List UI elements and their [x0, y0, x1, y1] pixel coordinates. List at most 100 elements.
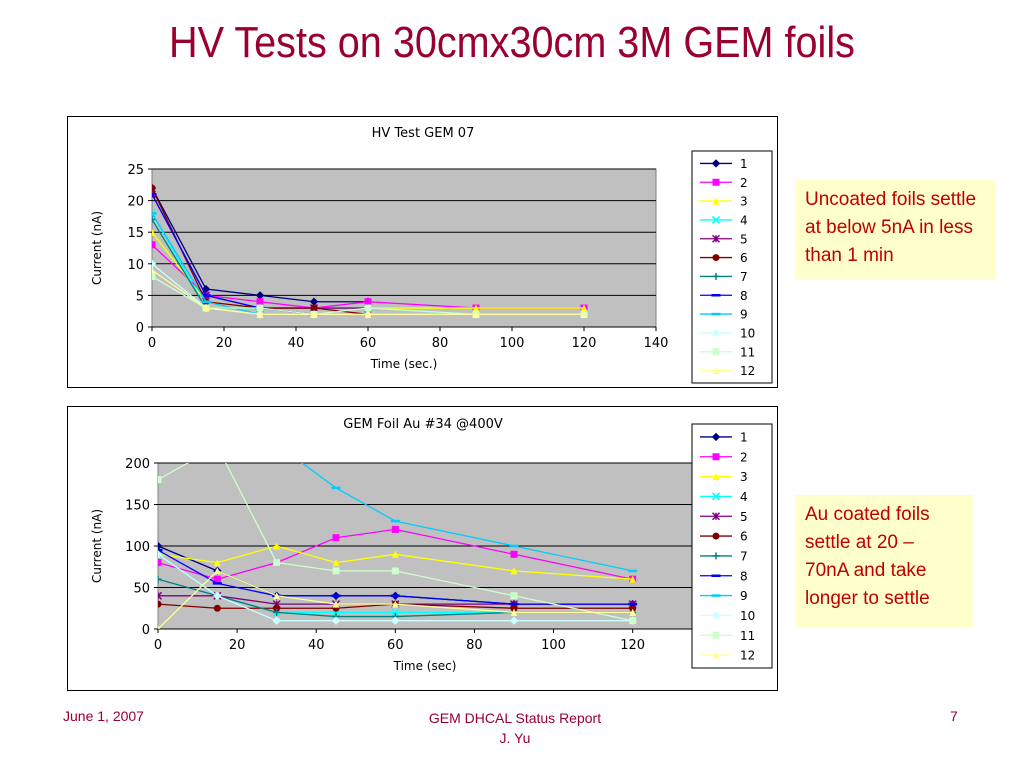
legend-marker [712, 651, 720, 659]
chart-gem-foil-au34: GEM Foil Au #34 @400V 0 50 100 150 200 0 20 40 60… [67, 406, 778, 691]
legend-label: 1 [740, 157, 748, 171]
footer-report-title: GEM DHCAL Status Report [428, 710, 602, 726]
data-point-3 [472, 304, 480, 312]
y-axis-label: Current (nA) [90, 211, 104, 285]
legend-item-12: 12 [700, 364, 755, 378]
chart-title: HV Test GEM 07 [372, 126, 475, 141]
legend-label: 7 [740, 549, 748, 563]
y-tick-label: 25 [127, 163, 144, 178]
legend-marker [711, 159, 721, 168]
plot-area [151, 168, 657, 328]
data-point-12 [152, 266, 156, 274]
legend-item-7: 7 [700, 270, 748, 284]
series-group [152, 183, 589, 319]
legend-marker [712, 272, 720, 280]
x-tick-label: 100 [500, 336, 525, 351]
footer-date: June 1, 2007 [63, 708, 144, 724]
x-tick-label: 40 [288, 336, 305, 351]
legend-item-9: 9 [700, 589, 748, 603]
legend-box [691, 423, 773, 669]
data-point-11 [391, 567, 399, 575]
x-tick-label: 0 [148, 336, 156, 351]
y-axis-label: Current (nA) [90, 509, 104, 583]
legend-marker [712, 552, 720, 560]
data-point-3 [152, 228, 156, 236]
x-tick-label: 60 [387, 638, 404, 653]
data-point-2 [152, 241, 156, 249]
data-point-2 [158, 559, 162, 567]
legend-item-3: 3 [700, 470, 748, 484]
legend-marker [711, 492, 721, 501]
legend-item-2: 2 [700, 176, 748, 190]
chart-gem-foil-au34-svg: GEM Foil Au #34 @400V 0 50 100 150 200 0 20 40 60… [90, 417, 773, 673]
legend-item-10: 10 [700, 326, 755, 340]
data-point-3 [510, 567, 518, 575]
legend-item-3: 3 [700, 195, 748, 209]
data-point-2 [391, 525, 399, 533]
data-point-1 [158, 541, 163, 551]
data-point-12 [310, 310, 318, 318]
data-point-11 [629, 617, 637, 625]
x-tick-label: 60 [360, 336, 377, 351]
x-axis-label: Time (sec.) [370, 357, 438, 371]
data-point-7 [273, 608, 281, 616]
legend-label: 9 [740, 589, 748, 603]
data-point-12 [391, 600, 399, 608]
data-point-2 [364, 298, 372, 306]
legend-label: 9 [740, 308, 748, 322]
legend-marker [712, 631, 720, 639]
legend-item-11: 11 [700, 345, 755, 359]
legend-box [691, 150, 773, 384]
data-point-12 [629, 608, 637, 616]
footer-center: GEM DHCAL Status Report J. Yu [380, 708, 650, 748]
legend-label: 2 [740, 176, 748, 190]
legend-item-5: 5 [700, 510, 748, 524]
data-point-12 [158, 625, 160, 629]
data-point-2 [332, 534, 340, 542]
legend-label: 5 [740, 510, 748, 524]
legend-label: 2 [740, 450, 748, 464]
legend-item-6: 6 [700, 251, 748, 265]
data-point-4 [391, 608, 400, 617]
series-12 [158, 567, 637, 629]
legend-marker [712, 197, 720, 205]
footer-page-number: 7 [950, 708, 958, 724]
data-point-12 [580, 310, 588, 318]
series-group [158, 463, 638, 629]
legend-item-11: 11 [700, 629, 755, 643]
data-point-6 [510, 604, 518, 612]
series-6 [158, 600, 637, 612]
legend-label: 3 [740, 470, 748, 484]
x-tick-label: 20 [229, 638, 246, 653]
legend-marker [712, 532, 720, 540]
data-point-11 [152, 272, 156, 280]
legend-item-8: 8 [700, 289, 748, 303]
x-tick-label: 120 [572, 336, 597, 351]
data-point-6 [213, 604, 221, 612]
series-12 [152, 266, 588, 318]
data-point-3 [273, 542, 281, 550]
data-point-10 [331, 616, 341, 625]
legend-label: 11 [740, 345, 755, 359]
legend-marker [712, 254, 720, 262]
y-tick-label: 100 [125, 540, 150, 555]
legend-item-2: 2 [700, 450, 748, 464]
legend-item-10: 10 [700, 609, 755, 623]
legend-item-5: 5 [700, 232, 748, 246]
data-point-10 [158, 550, 163, 559]
data-point-4 [152, 209, 157, 218]
legend-label: 8 [740, 289, 748, 303]
data-point-12 [510, 608, 518, 616]
legend-label: 8 [740, 569, 748, 583]
x-axis-label: Time (sec) [393, 659, 457, 673]
data-point-6 [158, 600, 162, 608]
legend-marker [711, 234, 721, 243]
legend-marker [712, 473, 720, 481]
legend-marker [712, 348, 720, 356]
legend-marker [711, 215, 721, 224]
legend-item-9: 9 [700, 308, 748, 322]
data-point-12 [273, 592, 281, 600]
